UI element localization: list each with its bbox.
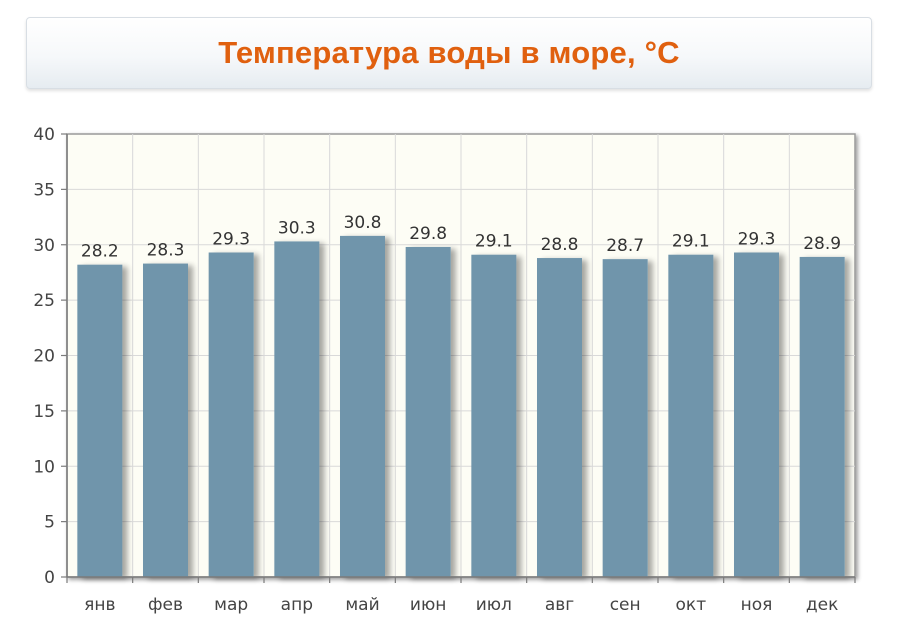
bar-ноя <box>734 252 779 577</box>
x-tick-label: янв <box>84 595 115 615</box>
data-label: 28.9 <box>803 234 841 254</box>
bar-июн <box>405 246 451 577</box>
data-label: 29.3 <box>738 230 776 250</box>
x-tick-label: июл <box>476 595 512 615</box>
bar-сен <box>602 259 648 577</box>
data-label: 30.3 <box>278 218 316 238</box>
data-label: 30.8 <box>344 213 382 233</box>
data-label: 29.3 <box>212 230 250 250</box>
data-label: 29.1 <box>672 232 710 252</box>
x-tick-label: авг <box>545 595 574 615</box>
chart-title: Температура воды в море, °C <box>218 35 680 70</box>
y-tick-label: 15 <box>33 402 55 422</box>
y-tick-label: 10 <box>33 457 55 477</box>
x-tick-label: ноя <box>741 595 773 615</box>
x-tick-label: апр <box>281 595 313 615</box>
y-tick-label: 5 <box>44 513 55 533</box>
bar-фев <box>143 263 188 577</box>
y-tick-label: 20 <box>33 347 55 367</box>
y-tick-label: 40 <box>33 125 55 145</box>
bar-дек <box>799 256 845 577</box>
x-tick-label: мар <box>214 595 248 615</box>
data-label: 28.3 <box>147 241 185 261</box>
data-label: 28.8 <box>541 235 579 255</box>
x-tick-label: дек <box>806 595 838 615</box>
bar-июл <box>471 254 517 577</box>
y-tick-label: 0 <box>44 568 55 588</box>
data-label: 28.2 <box>81 242 119 262</box>
bar-апр <box>274 241 320 578</box>
x-tick-label: май <box>345 595 379 615</box>
data-label: 29.8 <box>409 224 447 244</box>
y-tick-label: 25 <box>33 291 55 311</box>
bar-авг <box>537 258 582 577</box>
data-label: 29.1 <box>475 232 513 252</box>
bar-окт <box>668 254 714 577</box>
x-tick-label: фев <box>148 595 183 615</box>
y-tick-label: 30 <box>33 236 55 256</box>
x-tick-label: сен <box>610 595 641 615</box>
y-tick-label: 35 <box>33 180 55 200</box>
bar-май <box>340 235 385 577</box>
bar-янв <box>77 264 123 577</box>
x-tick-label: окт <box>676 595 707 615</box>
x-tick-label: июн <box>410 595 446 615</box>
bar-мар <box>208 252 254 577</box>
chart-title-panel: Температура воды в море, °C <box>26 17 872 89</box>
data-label: 28.7 <box>606 236 644 256</box>
